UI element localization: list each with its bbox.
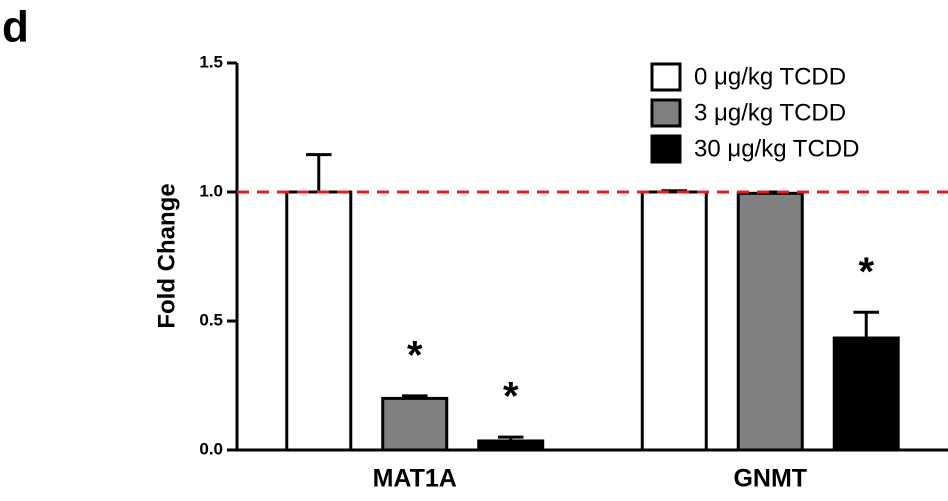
x-tick-label: MAT1A (373, 465, 457, 493)
x-tick-label: GNMT (733, 465, 807, 493)
legend-label: 3 μg/kg TCDD (694, 99, 846, 126)
error-bar (853, 310, 880, 339)
error-bar (305, 153, 332, 192)
significance-label: * (407, 333, 423, 377)
legend-swatch (650, 98, 682, 128)
legend-swatch (650, 62, 682, 92)
legend-label: 30 μg/kg TCDD (694, 135, 859, 162)
bar (640, 190, 708, 452)
bar (381, 396, 449, 452)
bar (736, 191, 804, 452)
y-tick-label: 0.5 (199, 310, 223, 329)
y-tick-label: 0.0 (199, 439, 223, 458)
y-tick-label: 1.0 (199, 181, 223, 200)
bar (477, 439, 545, 452)
legend-label: 0 μg/kg TCDD (694, 63, 846, 90)
bar (832, 336, 900, 452)
significance-label: * (858, 250, 874, 294)
significance-label: * (503, 375, 519, 419)
y-axis-label: Fold Change (153, 183, 180, 328)
bar (285, 190, 353, 452)
legend-swatch (650, 134, 682, 164)
panel-label: d (2, 3, 29, 52)
y-tick-label: 1.5 (199, 52, 223, 71)
